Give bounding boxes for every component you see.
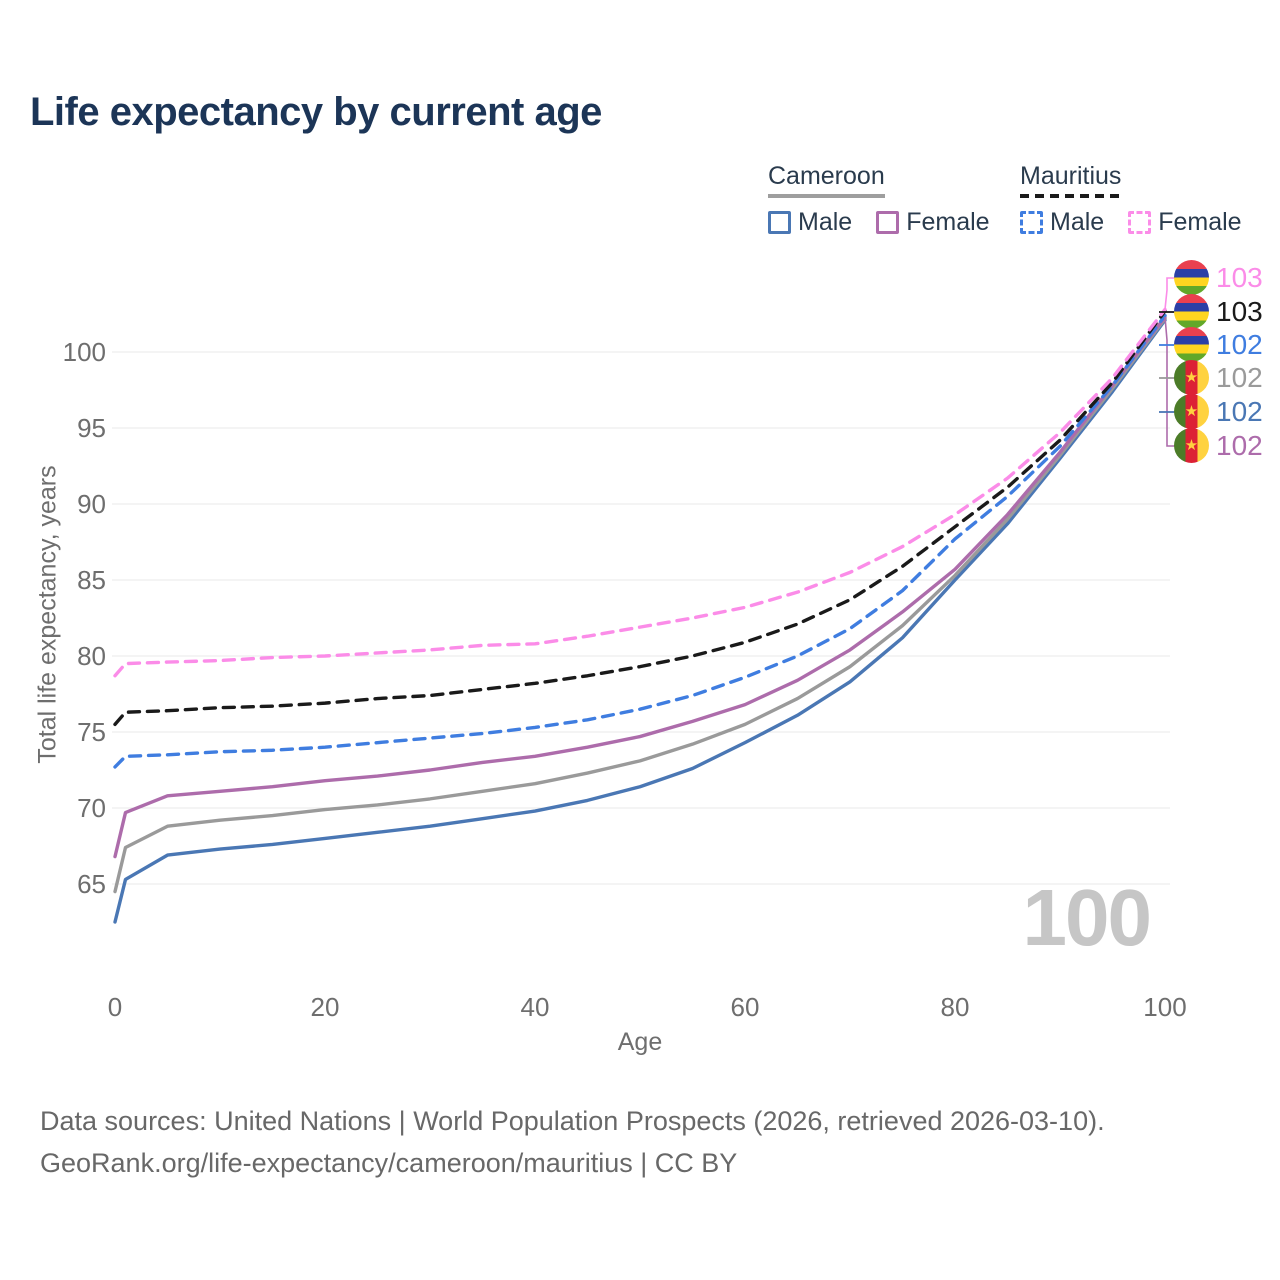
y-tick-label: 65 bbox=[77, 869, 106, 899]
legend-group-title: Cameroon bbox=[768, 162, 885, 190]
y-tick-label: 100 bbox=[63, 337, 106, 367]
end-label-value: 102 bbox=[1216, 328, 1263, 360]
legend-underline-solid bbox=[768, 194, 885, 198]
y-tick-label: 85 bbox=[77, 565, 106, 595]
series-line-mauritius-male bbox=[113, 313, 1167, 769]
end-label-row: ★ 102 bbox=[1174, 394, 1263, 429]
x-tick-label: 20 bbox=[311, 992, 340, 1022]
y-tick-label: 70 bbox=[77, 793, 106, 823]
leader-line-bottom bbox=[1164, 316, 1175, 447]
legend-item-label: Female bbox=[906, 208, 990, 236]
legend-items: Male Female bbox=[1020, 208, 1242, 237]
legend-checkbox-icon[interactable] bbox=[1020, 211, 1043, 234]
leader-line-top bbox=[1164, 277, 1175, 310]
mauritius-flag-icon bbox=[1174, 260, 1209, 295]
legend-item-label: Male bbox=[798, 208, 853, 236]
y-tick-label: 80 bbox=[77, 641, 106, 671]
legend-checkbox-icon[interactable] bbox=[768, 211, 791, 234]
series-line-mauritius-female bbox=[113, 307, 1167, 678]
end-label-row: 103 bbox=[1174, 294, 1263, 329]
cameroon-star-icon: ★ bbox=[1184, 437, 1199, 454]
legend-checkbox-icon[interactable] bbox=[876, 211, 900, 234]
end-label-value: 102 bbox=[1216, 395, 1263, 427]
series-line-cameroon-female bbox=[113, 315, 1167, 859]
end-label-value: 103 bbox=[1216, 261, 1263, 293]
x-tick-label: 60 bbox=[731, 992, 760, 1022]
footer-attribution: GeoRank.org/life-expectancy/cameroon/mau… bbox=[40, 1148, 738, 1178]
end-label-row: ★ 102 bbox=[1174, 360, 1263, 395]
legend-item-cameroon-female[interactable]: Female bbox=[876, 208, 990, 237]
watermark-age-100: 100 bbox=[1022, 873, 1152, 962]
x-axis-title: Age bbox=[617, 1028, 663, 1056]
legend-group-cameroon: Cameroon Male Female bbox=[768, 162, 990, 237]
series-line-cameroon-all bbox=[113, 316, 1167, 894]
mauritius-flag-icon bbox=[1174, 294, 1209, 329]
mauritius-flag-icon bbox=[1174, 327, 1209, 362]
legend-underline-dashed bbox=[1020, 194, 1122, 198]
legend-item-label: Female bbox=[1158, 208, 1242, 236]
end-label-row: 102 bbox=[1174, 327, 1263, 362]
cameroon-star-icon: ★ bbox=[1184, 369, 1199, 386]
cameroon-flag-icon: ★ bbox=[1174, 428, 1209, 463]
legend-group-header: Cameroon bbox=[768, 162, 885, 198]
y-tick-label: 95 bbox=[77, 413, 106, 443]
x-tick-label: 80 bbox=[941, 992, 970, 1022]
cameroon-flag-icon: ★ bbox=[1174, 394, 1209, 429]
legend-group-mauritius: Mauritius Male Female bbox=[1020, 162, 1242, 237]
legend-items: Male Female bbox=[768, 208, 990, 237]
cameroon-flag-icon: ★ bbox=[1174, 360, 1209, 395]
x-tick-label: 0 bbox=[108, 992, 122, 1022]
x-tick-label: 100 bbox=[1143, 992, 1186, 1022]
series-line-cameroon-male bbox=[113, 318, 1167, 924]
y-axis-title: Total life expectancy, years bbox=[33, 465, 62, 764]
legend-group-header: Mauritius bbox=[1020, 162, 1122, 198]
end-label-row: 103 bbox=[1174, 260, 1263, 295]
end-label-value: 103 bbox=[1216, 295, 1263, 327]
series-line-mauritius-all bbox=[113, 309, 1167, 727]
page-title: Life expectancy by current age bbox=[30, 90, 602, 134]
legend-item-cameroon-male[interactable]: Male bbox=[768, 208, 852, 237]
legend-checkbox-icon[interactable] bbox=[1128, 211, 1152, 234]
cameroon-star-icon: ★ bbox=[1184, 403, 1199, 420]
y-tick-label: 90 bbox=[77, 489, 106, 519]
y-tick-label: 75 bbox=[77, 717, 106, 747]
legend-item-mauritius-male[interactable]: Male bbox=[1020, 208, 1104, 237]
legend-item-mauritius-female[interactable]: Female bbox=[1128, 208, 1242, 237]
legend-group-title: Mauritius bbox=[1020, 162, 1122, 190]
end-label-value: 102 bbox=[1216, 429, 1263, 461]
footer-data-sources: Data sources: United Nations | World Pop… bbox=[40, 1106, 1105, 1136]
end-label-value: 102 bbox=[1216, 361, 1263, 393]
end-label-row: ★ 102 bbox=[1174, 428, 1263, 463]
legend-item-label: Male bbox=[1050, 208, 1105, 236]
x-tick-label: 40 bbox=[521, 992, 550, 1022]
